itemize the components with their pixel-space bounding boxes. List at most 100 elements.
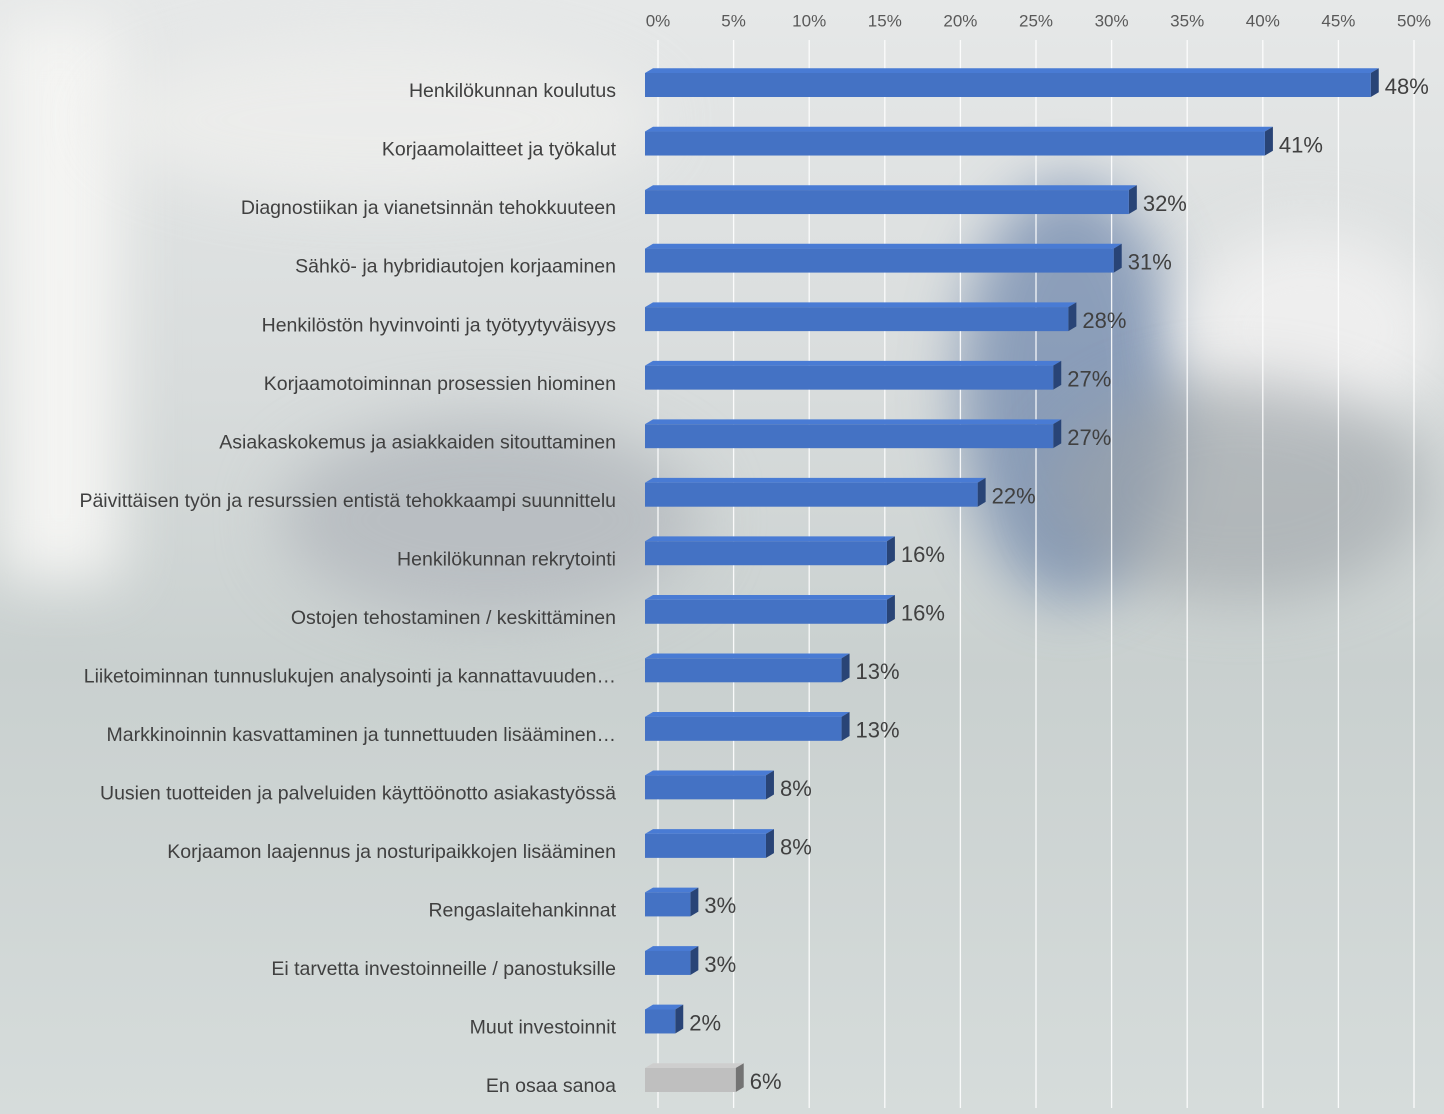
value-label: 32% <box>1143 191 1187 216</box>
bar <box>645 658 842 683</box>
x-tick-label: 50% <box>1397 11 1431 30</box>
bar-top <box>645 185 1137 191</box>
x-tick-label: 45% <box>1321 11 1355 30</box>
category-label: Rengaslaitehankinnat <box>428 900 616 922</box>
value-label: 16% <box>901 542 945 567</box>
category-label: En osaa sanoa <box>486 1075 616 1097</box>
category-label: Liiketoiminnan tunnuslukujen analysointi… <box>84 665 616 687</box>
bar-top <box>645 302 1077 308</box>
category-label: Henkilökunnan koulutus <box>409 80 616 102</box>
bar-side <box>1053 360 1062 390</box>
x-tick-label: 5% <box>721 11 746 30</box>
bar-top <box>645 653 850 659</box>
value-label: 6% <box>750 1069 782 1094</box>
category-label: Korjaamon laajennus ja nosturipaikkojen … <box>167 841 616 863</box>
value-label: 2% <box>689 1010 721 1035</box>
bar-side <box>1113 243 1122 273</box>
bar <box>645 599 887 624</box>
bar-side <box>977 477 986 507</box>
bar <box>645 131 1265 156</box>
value-label: 13% <box>856 718 900 743</box>
bar <box>645 716 842 741</box>
x-tick-label: 15% <box>868 11 902 30</box>
bar-side <box>675 1004 684 1034</box>
bar <box>645 190 1129 215</box>
value-label: 48% <box>1385 74 1429 99</box>
background-shape <box>100 40 660 200</box>
bar-top <box>645 536 895 542</box>
value-label: 13% <box>856 659 900 684</box>
x-tick-label: 40% <box>1246 11 1280 30</box>
bar-top <box>645 243 1122 249</box>
bar-side <box>1370 68 1379 97</box>
value-label: 22% <box>992 484 1036 509</box>
x-tick-label: 25% <box>1019 11 1053 30</box>
bar-top <box>645 1063 744 1068</box>
category-label: Ei tarvetta investoinneille / panostuksi… <box>271 958 616 980</box>
background-shape <box>280 420 700 620</box>
bar-top <box>645 770 774 776</box>
value-label: 16% <box>901 601 945 626</box>
value-label: 8% <box>780 776 812 801</box>
category-label: Henkilöstön hyvinvointi ja työtyytyväisy… <box>262 314 617 336</box>
value-label: 3% <box>704 893 736 918</box>
category-label: Uusien tuotteiden ja palveluiden käyttöö… <box>100 783 616 805</box>
bar <box>645 892 691 917</box>
category-label: Markkinoinnin kasvattaminen ja tunnettuu… <box>107 724 616 746</box>
bar-top <box>645 68 1379 73</box>
bar-top <box>645 946 699 951</box>
bar <box>645 1009 676 1034</box>
bar <box>645 482 978 507</box>
bar-top <box>645 419 1062 425</box>
bar-side <box>765 829 774 858</box>
bar <box>645 365 1054 390</box>
x-tick-label: 20% <box>943 11 977 30</box>
category-label: Asiakaskokemus ja asiakkaiden sitouttami… <box>219 431 616 453</box>
bar-side <box>765 770 774 800</box>
value-label: 28% <box>1082 308 1126 333</box>
bar-side <box>841 712 850 741</box>
bar-top <box>645 594 895 600</box>
value-label: 41% <box>1279 132 1323 157</box>
bar-top <box>645 1004 684 1010</box>
x-tick-label: 35% <box>1170 11 1204 30</box>
category-label: Päivittäisen työn ja resurssien entistä … <box>79 490 616 512</box>
x-tick-label: 10% <box>792 11 826 30</box>
bar <box>645 833 766 858</box>
bar-top <box>645 829 774 834</box>
bar-side <box>1128 185 1137 215</box>
bar-side <box>1068 302 1077 332</box>
bar <box>645 307 1069 332</box>
category-label: Ostojen tehostaminen / keskittäminen <box>291 607 616 629</box>
category-label: Muut investoinnit <box>470 1017 617 1039</box>
bar-side <box>1264 126 1273 156</box>
value-label: 8% <box>780 835 812 860</box>
bar <box>645 248 1114 273</box>
bar <box>645 541 887 566</box>
bar-side <box>1053 419 1062 449</box>
value-label: 31% <box>1128 249 1172 274</box>
bar-side <box>690 946 699 975</box>
bar-top <box>645 126 1273 132</box>
bar-top <box>645 360 1062 366</box>
value-label: 27% <box>1067 366 1111 391</box>
bar-top <box>645 477 986 483</box>
background-shape <box>1050 380 1430 600</box>
bar-side <box>886 594 895 624</box>
bar <box>645 73 1371 97</box>
value-label: 3% <box>704 952 736 977</box>
bar-side <box>690 887 699 917</box>
bar <box>645 1068 736 1092</box>
bar-side <box>735 1063 744 1092</box>
category-label: Sähkö- ja hybridiautojen korjaaminen <box>295 256 616 278</box>
category-label: Diagnostiikan ja vianetsinnän tehokkuute… <box>241 197 616 219</box>
bar-side <box>841 653 850 683</box>
category-label: Korjaamotoiminnan prosessien hiominen <box>264 373 616 395</box>
category-label: Henkilökunnan rekrytointi <box>397 548 616 570</box>
bar <box>645 950 691 975</box>
x-tick-label: 0% <box>646 11 671 30</box>
category-label: Korjaamolaitteet ja työkalut <box>382 139 617 161</box>
value-label: 27% <box>1067 425 1111 450</box>
